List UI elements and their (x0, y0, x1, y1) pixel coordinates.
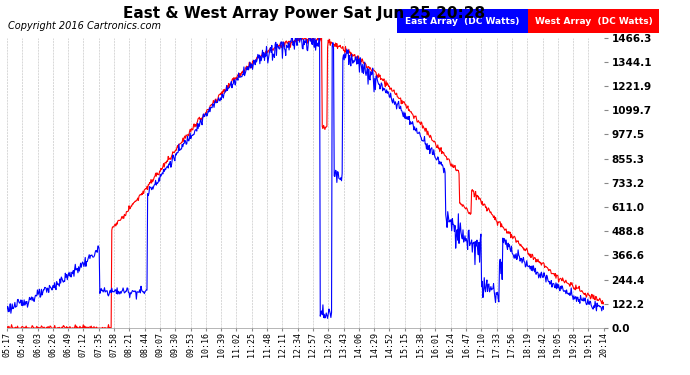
Text: Copyright 2016 Cartronics.com: Copyright 2016 Cartronics.com (8, 21, 161, 31)
Text: East Array  (DC Watts): East Array (DC Watts) (405, 16, 520, 26)
Text: West Array  (DC Watts): West Array (DC Watts) (535, 16, 652, 26)
Text: East & West Array Power Sat Jun 25 20:28: East & West Array Power Sat Jun 25 20:28 (123, 6, 484, 21)
